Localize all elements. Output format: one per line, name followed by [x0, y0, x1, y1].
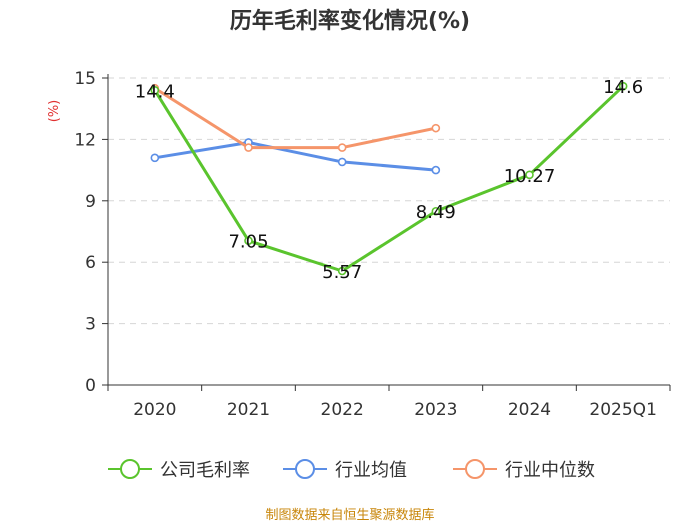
data-label: 7.05 [228, 232, 268, 253]
series-line [153, 85, 625, 273]
y-axis-unit: (%) [47, 100, 62, 123]
legend-swatch-marker [120, 459, 140, 479]
legend-item[interactable]: 行业中位数 [453, 459, 595, 481]
y-tick-label: 0 [85, 376, 96, 396]
data-labels: 14.4 7.05 5.57 8.49 10.27 14.6 [135, 77, 643, 283]
series-layer [150, 81, 628, 276]
legend-label: 公司毛利率 [160, 460, 250, 481]
x-tick-label: 2020 [133, 400, 176, 420]
data-point[interactable] [337, 266, 347, 276]
data-label: 8.49 [416, 202, 456, 223]
data-label: 5.57 [322, 262, 362, 283]
data-point[interactable] [431, 165, 441, 175]
data-point[interactable] [431, 206, 441, 216]
series-company-gross-margin [150, 81, 628, 276]
data-point[interactable] [431, 123, 441, 133]
legend-item[interactable]: 行业均值 [283, 459, 407, 481]
grid-lines [108, 77, 670, 325]
legend-swatch-marker [295, 459, 315, 479]
legend-swatch-marker [465, 459, 485, 479]
series-line [154, 86, 437, 150]
y-tick-label: 12 [74, 130, 96, 150]
legend-item[interactable]: 公司毛利率 [108, 459, 250, 481]
series-line [154, 140, 436, 172]
data-point[interactable] [337, 157, 347, 167]
legend[interactable]: 公司毛利率 行业均值 行业中位数 [108, 459, 595, 481]
legend-label: 行业均值 [335, 460, 407, 481]
data-point[interactable] [337, 143, 347, 152]
data-label: 14.4 [135, 81, 175, 102]
x-tick-label: 2024 [508, 400, 551, 420]
data-point[interactable] [618, 81, 628, 91]
data-point[interactable] [525, 170, 534, 180]
chart-title: 历年毛利率变化情况(%) [230, 8, 470, 34]
x-tick-label: 2022 [321, 400, 364, 420]
x-tick-label: 2021 [227, 400, 270, 420]
legend-label: 行业中位数 [505, 460, 595, 481]
data-point[interactable] [150, 153, 160, 163]
series-industry-median [150, 83, 441, 152]
y-tick-label: 15 [74, 69, 96, 89]
data-label: 10.27 [504, 166, 556, 187]
x-tick-label: 2025Q1 [589, 400, 656, 420]
y-tick-label: 9 [85, 192, 96, 212]
y-tick-label: 6 [85, 253, 96, 273]
data-label: 14.6 [603, 77, 643, 98]
axes: 0 3 6 9 12 15 2020 2021 2022 2023 2024 2025Q1 [74, 69, 671, 420]
source-note: 制图数据来自恒生聚源数据库 [265, 507, 434, 523]
data-point[interactable] [244, 236, 253, 246]
data-point[interactable] [244, 143, 253, 152]
x-tick-label: 2023 [414, 400, 457, 420]
series-industry-mean [150, 138, 441, 175]
y-tick-label: 3 [85, 315, 96, 335]
data-point[interactable] [150, 85, 160, 95]
